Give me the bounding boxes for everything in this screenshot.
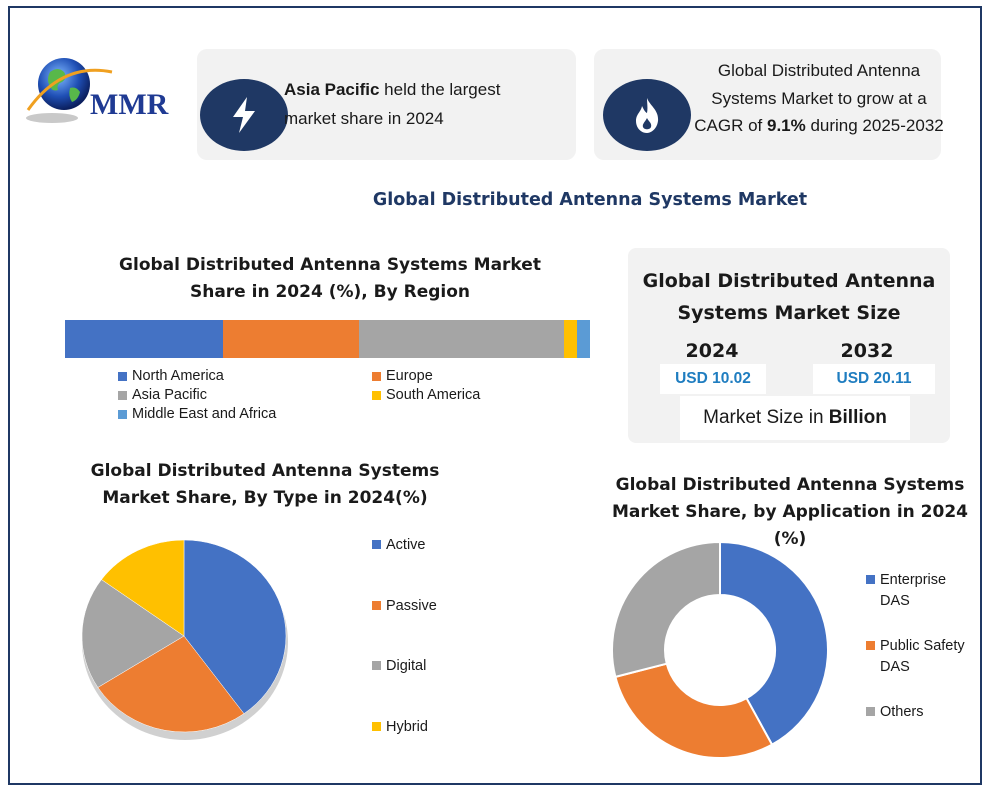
mmr-logo: MMR bbox=[22, 52, 182, 130]
main-title: Global Distributed Antenna Systems Marke… bbox=[372, 190, 808, 210]
fact-cagr-rate: 9.1% bbox=[766, 116, 806, 135]
legend-item-enterprise-das: Enterprise DAS bbox=[866, 570, 946, 612]
application-chart-title: Global Distributed Antenna Systems Marke… bbox=[600, 472, 980, 553]
legend-swatch bbox=[118, 390, 127, 400]
logo-text: MMR bbox=[90, 88, 169, 121]
type-chart-title: Global Distributed Antenna Systems Marke… bbox=[70, 458, 460, 512]
legend-label: Hybrid bbox=[386, 719, 428, 735]
legend-swatch bbox=[372, 371, 381, 381]
slice-active bbox=[183, 539, 287, 715]
application-title-line1: Global Distributed Antenna Systems bbox=[615, 475, 965, 495]
region-title-line2: Share in 2024 (%), By Region bbox=[189, 282, 471, 302]
year-2024: 2024 bbox=[685, 340, 739, 362]
legend-label: Public Safety DAS bbox=[880, 638, 965, 675]
legend-label: Passive bbox=[386, 598, 437, 614]
slice-public-safety-das bbox=[614, 662, 774, 759]
bar-segment-europe bbox=[222, 320, 359, 358]
legend-label: Digital bbox=[386, 658, 427, 674]
legend-label: Others bbox=[880, 704, 924, 720]
market-size-card: Global Distributed Antenna Systems Marke… bbox=[628, 248, 950, 443]
bar-segment-asia-pacific bbox=[359, 320, 564, 358]
application-donut-chart bbox=[611, 540, 829, 759]
slice-enterprise-das bbox=[719, 540, 829, 747]
legend-item-asia-pacific: Asia Pacific bbox=[118, 387, 207, 403]
fact-region-bold: Asia Pacific bbox=[284, 80, 380, 99]
fact-card-region: Asia Pacific held the largest market sha… bbox=[197, 49, 576, 160]
type-pie-chart bbox=[81, 539, 288, 740]
legend-item-passive: Passive bbox=[372, 596, 437, 617]
legend-swatch bbox=[866, 707, 875, 716]
type-title-line1: Global Distributed Antenna Systems bbox=[90, 461, 440, 481]
legend-swatch bbox=[118, 409, 127, 419]
region-title-line1: Global Distributed Antenna Systems Marke… bbox=[119, 255, 541, 275]
fact-cagr-line2: Systems Market to grow at a bbox=[711, 88, 927, 108]
legend-swatch bbox=[372, 540, 381, 549]
legend-swatch bbox=[372, 722, 381, 731]
market-size-2024-value: USD 10.02 bbox=[660, 364, 766, 394]
legend-item-public-safety-das: Public Safety DAS bbox=[866, 636, 965, 678]
legend-swatch bbox=[372, 390, 381, 400]
fact-cagr-text: Global Distributed Antenna Systems Marke… bbox=[694, 57, 944, 140]
legend-item-europe: Europe bbox=[372, 368, 433, 384]
legend-label: Enterprise DAS bbox=[880, 572, 947, 609]
legend-label: Middle East and Africa bbox=[132, 406, 277, 422]
fact-region-rest: held the largest bbox=[379, 80, 501, 99]
region-chart-title: Global Distributed Antenna Systems Marke… bbox=[80, 252, 580, 306]
legend-label: Europe bbox=[386, 368, 433, 384]
market-size-unit: Market Size in Billion bbox=[680, 396, 910, 440]
fact-cagr-line3b: during 2025-2032 bbox=[805, 116, 944, 135]
legend-item-others: Others bbox=[866, 702, 924, 723]
slice-digital bbox=[81, 579, 185, 688]
fact-cagr-line1: Global Distributed Antenna bbox=[717, 61, 921, 80]
slice-hybrid bbox=[101, 539, 185, 637]
slice-passive bbox=[97, 635, 245, 733]
bar-segment-south-america bbox=[563, 320, 577, 358]
legend-swatch bbox=[118, 371, 127, 381]
bar-segment-middle-east-and-africa bbox=[576, 320, 590, 358]
market-size-title-line1: Global Distributed Antenna bbox=[642, 270, 936, 292]
fact-region-text: Asia Pacific held the largest market sha… bbox=[284, 75, 574, 133]
legend-label: Asia Pacific bbox=[132, 387, 207, 403]
legend-label: Active bbox=[386, 537, 426, 553]
region-stacked-bar bbox=[65, 320, 590, 358]
legend-item-south-america: South America bbox=[372, 387, 480, 403]
market-size-unit-text: Market Size in bbox=[703, 407, 829, 428]
legend-item-north-america: North America bbox=[118, 368, 224, 384]
market-size-title: Global Distributed Antenna Systems Marke… bbox=[628, 265, 950, 329]
legend-label: South America bbox=[386, 387, 481, 403]
legend-swatch bbox=[372, 601, 381, 610]
flame-icon bbox=[603, 79, 691, 151]
bar-segment-north-america bbox=[65, 320, 223, 358]
market-size-unit-bold: Billion bbox=[828, 407, 887, 428]
legend-item-hybrid: Hybrid bbox=[372, 717, 428, 738]
market-size-title-line2: Systems Market Size bbox=[677, 302, 901, 324]
fact-region-line2: market share in 2024 bbox=[284, 109, 444, 128]
application-title-line2: Market Share, by Application in 2024 bbox=[612, 502, 968, 522]
legend-swatch bbox=[866, 575, 875, 584]
legend-label: North America bbox=[132, 368, 224, 384]
legend-item-digital: Digital bbox=[372, 656, 426, 677]
market-size-2032-value: USD 20.11 bbox=[813, 364, 935, 394]
legend-swatch bbox=[372, 661, 381, 670]
legend-item-middle-east-and-africa: Middle East and Africa bbox=[118, 406, 276, 422]
application-title-line3: (%) bbox=[773, 529, 807, 549]
legend-swatch bbox=[866, 641, 875, 650]
fact-cagr-line3a: CAGR of bbox=[694, 116, 767, 135]
lightning-icon bbox=[200, 79, 288, 151]
legend-item-active: Active bbox=[372, 535, 426, 556]
type-title-line2: Market Share, By Type in 2024(%) bbox=[102, 488, 428, 508]
globe-icon: MMR bbox=[26, 58, 169, 123]
slice-others bbox=[611, 540, 721, 679]
year-2032: 2032 bbox=[840, 340, 894, 362]
fact-card-cagr: Global Distributed Antenna Systems Marke… bbox=[594, 49, 944, 160]
